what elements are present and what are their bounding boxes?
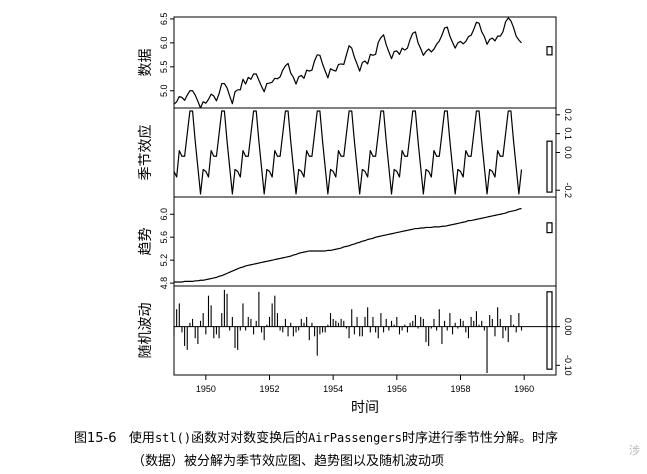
y-tick-label: 0.00	[563, 318, 573, 336]
y-tick-label: 0.0	[563, 146, 573, 159]
panel-label-1: 数据	[137, 49, 153, 77]
x-tick-label: 1954	[323, 384, 343, 394]
caption-line2: （数据）被分解为季节效应图、趋势图以及随机波动项	[132, 454, 445, 469]
y-tick-label: 5.5	[159, 61, 169, 74]
scale-bar-2	[546, 140, 553, 193]
remainder-bars	[173, 289, 556, 374]
panel-label-4: 随机波动	[137, 303, 153, 359]
x-tick-label: 1952	[259, 384, 279, 394]
series-line-3	[174, 207, 522, 283]
caption-code2: AirPassengers	[308, 431, 402, 445]
y-tick-label: 0.1	[563, 127, 573, 140]
caption-part3: 时序进行季节性分解。时序	[402, 431, 559, 446]
y-tick-label: 4.8	[159, 277, 169, 290]
panel-label-2: 季节效应	[137, 125, 153, 181]
series-line-1	[173, 17, 522, 109]
panel-frame-4	[173, 285, 557, 376]
stl-decomposition-chart: 5.0 5.5 6.0 6.5 数据 -0.2 0.0 0.1 0.2 季节效应 4.8 5.2 5.6…	[137, 13, 573, 415]
page-edge-char: 涉	[629, 444, 640, 457]
y-tick-label: 5.2	[159, 254, 169, 267]
y-tick-label: 6.5	[159, 13, 169, 26]
x-tick-label: 1956	[387, 384, 407, 394]
y-tick-label: 6.0	[159, 37, 169, 50]
caption-part1: 使用	[128, 431, 155, 446]
y-tick-label: 5.6	[159, 231, 169, 244]
caption-fig-no: 图15-6	[74, 431, 117, 446]
scale-bar-3	[546, 222, 553, 234]
panel-frame-3	[173, 196, 557, 287]
y-tick-label: 0.2	[563, 109, 573, 122]
x-tick-label: 1950	[196, 384, 216, 394]
y-tick-label: -0.2	[563, 182, 573, 198]
x-tick-label: 1960	[514, 384, 534, 394]
y-tick-label: 5.0	[159, 85, 169, 98]
x-axis-label: 时间	[351, 399, 379, 415]
scale-bar-4	[546, 291, 553, 370]
series-line-2	[173, 110, 523, 195]
panel-frame-1	[173, 16, 557, 109]
figure-caption: 图15-6 使用stl()函数对对数变换后的AirPassengers时序进行季…	[74, 427, 640, 473]
caption-code: stl()	[154, 431, 192, 445]
panel-label-3: 趋势	[137, 228, 153, 256]
scale-bar-1	[546, 46, 553, 56]
y-tick-label: 6.0	[159, 208, 169, 221]
caption-part2: 函数对对数变换后的	[191, 431, 309, 446]
y-tick-label: -0.10	[563, 355, 573, 376]
x-tick-label: 1958	[450, 384, 470, 394]
